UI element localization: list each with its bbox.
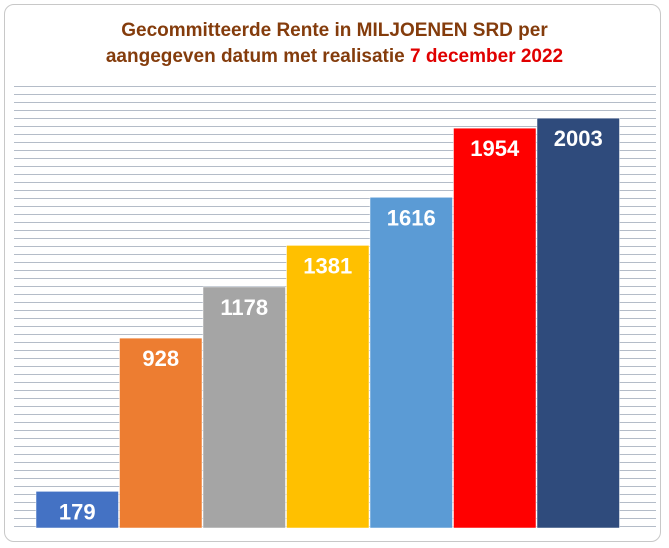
data-label-4: 1616 <box>387 205 436 230</box>
chart-title-date: 7 december 2022 <box>409 46 564 67</box>
data-label-1: 928 <box>142 346 179 371</box>
bar-3 <box>286 245 370 529</box>
chart-title: Gecommitteerde Rente in MILJOENEN SRD pe… <box>0 18 669 70</box>
data-label-0: 179 <box>59 499 96 524</box>
data-label-3: 1381 <box>303 253 352 278</box>
bar-1 <box>119 337 203 529</box>
bars <box>35 117 620 529</box>
bar-4 <box>369 197 453 529</box>
data-label-6: 2003 <box>554 126 603 151</box>
chart-title-line-2: aangegeven datum met realisatie 7 decemb… <box>0 44 669 70</box>
bar-2 <box>202 286 286 529</box>
data-label-5: 1954 <box>470 136 520 161</box>
data-label-2: 1178 <box>220 295 268 320</box>
bar-5 <box>453 127 537 529</box>
bar-6 <box>536 117 620 529</box>
chart-title-line-1: Gecommitteerde Rente in MILJOENEN SRD pe… <box>121 20 548 41</box>
data-labels: 179 928 1178 1381 1616 1954 2003 <box>59 126 603 524</box>
bar-0 <box>35 491 119 529</box>
chart-title-line-2-text: aangegeven datum met realisatie <box>105 46 410 67</box>
